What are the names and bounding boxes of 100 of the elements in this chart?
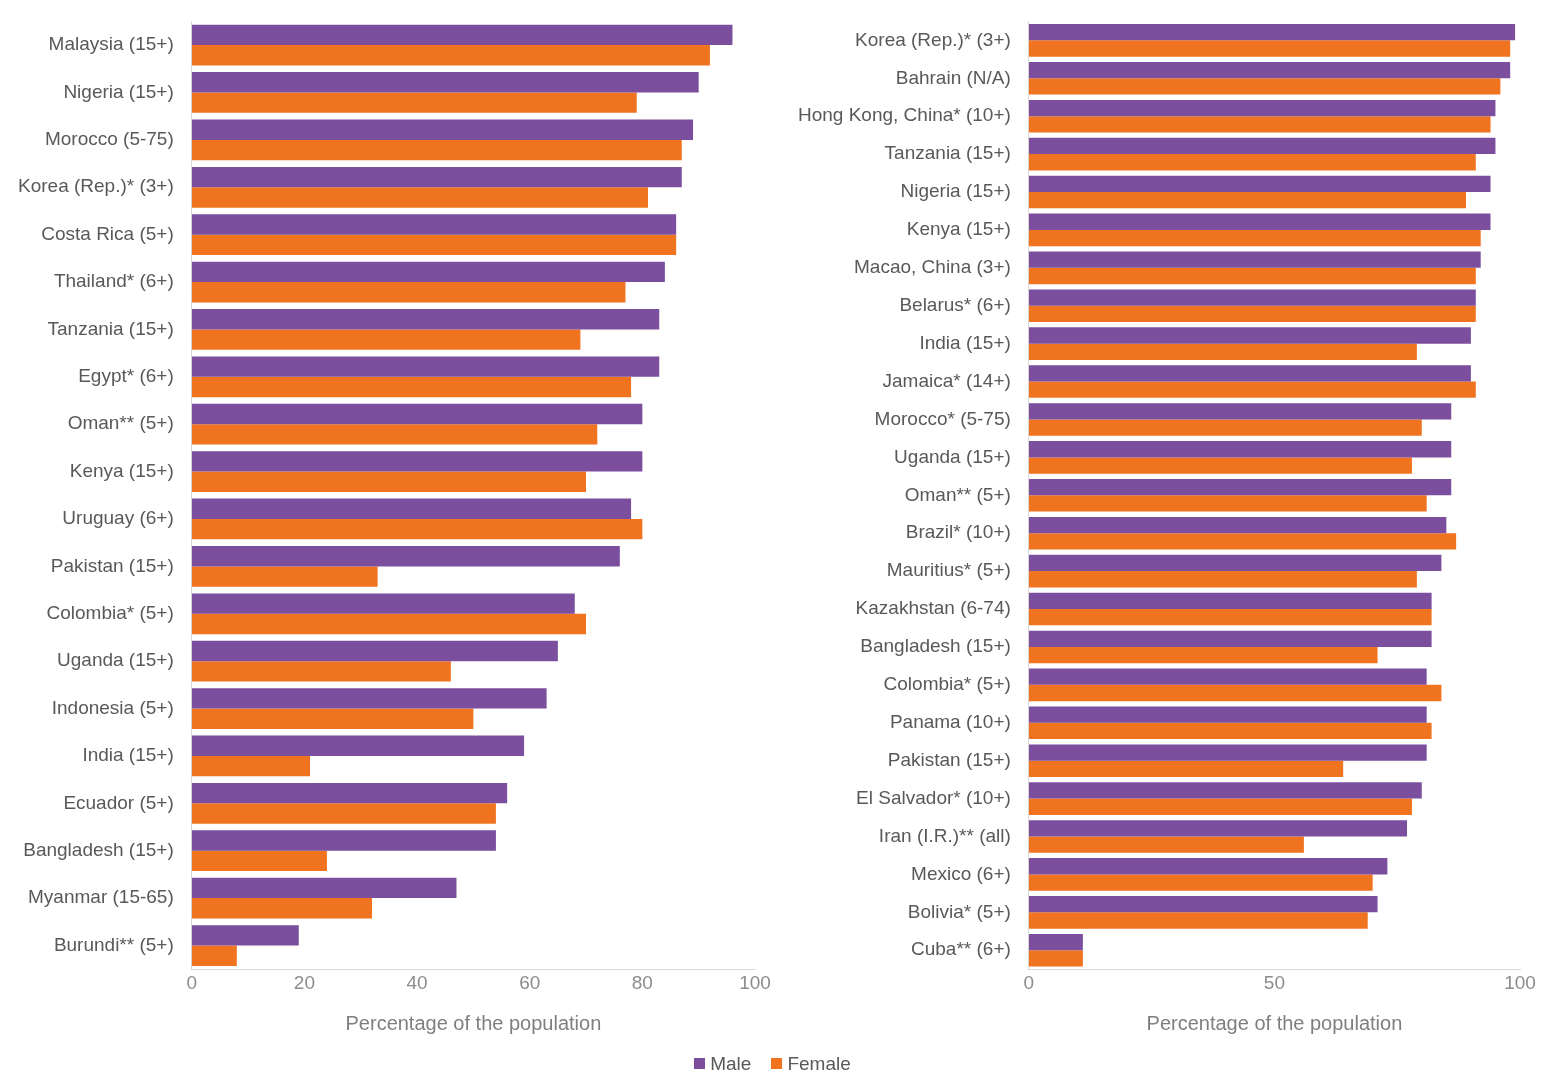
bar [1028,175,1491,192]
y-tick-label: Uganda (15+) [57,649,174,671]
x-axis-title: Percentage of the population [345,1011,602,1034]
bar [191,24,733,46]
x-axis-title: Percentage of the population [1146,1011,1403,1034]
bar [1028,684,1442,702]
y-tick-label: Belarus* (6+) [899,293,1011,315]
bar [191,329,581,350]
bar [191,830,496,851]
x-tick-label: 80 [631,971,653,993]
bar [191,708,474,729]
bar [1028,744,1427,761]
bar [191,214,677,235]
y-tick-label: Myanmar (15-65) [28,886,174,908]
bar [1028,554,1442,572]
bar [1028,419,1422,436]
y-tick-label: Thailand* (6+) [53,270,174,292]
bar [191,187,648,208]
bar [1028,40,1511,57]
bar [191,593,575,614]
y-tick-label: Costa Rica (5+) [41,222,174,244]
y-tick-label: Cuba** (6+) [911,938,1011,960]
bar [1028,798,1412,815]
y-tick-label: Macao, China (3+) [854,256,1011,278]
bar [1028,933,1083,951]
bar [1028,365,1471,382]
x-tick-label: 20 [293,971,315,993]
bar [1028,836,1304,853]
bar [191,92,637,113]
bar [191,234,677,256]
bar [191,471,587,492]
bar [1028,251,1481,268]
y-tick-label: Ecuador (5+) [63,791,174,813]
bar [1028,403,1452,420]
bar [1028,267,1476,285]
y-tick-label: Nigeria (15+) [63,80,174,102]
y-tick-label: Hong Kong, China* (10+) [797,104,1011,126]
y-tick-label: Burundi** (5+) [53,933,174,955]
bar [191,640,558,662]
bar [191,309,660,330]
bar [191,566,378,587]
y-tick-label: Kenya (15+) [906,218,1011,240]
bar [1028,874,1373,891]
bar [1028,571,1417,588]
bar [191,850,327,872]
y-tick-label: Pakistan (15+) [887,748,1011,770]
bar [1028,782,1422,799]
bar [191,119,694,140]
y-tick-label: Bangladesh (15+) [860,635,1011,657]
bar [191,356,660,377]
y-tick-label: Panama (10+) [889,711,1011,733]
bar [1028,760,1344,777]
bar [1028,533,1457,550]
bar [1028,858,1388,875]
bar [191,877,457,899]
bar [1028,820,1408,837]
bar [1028,646,1378,664]
bar [1028,154,1476,171]
bar [1028,495,1427,512]
y-tick-label: Kazakhstan (6-74) [855,597,1011,619]
y-tick-label: Tanzania (15+) [884,142,1011,164]
y-tick-label: Uganda (15+) [894,445,1011,467]
bar [1028,343,1417,360]
bar [191,782,508,804]
bar [1028,609,1432,626]
bar [1028,722,1432,740]
bar [1028,441,1452,458]
y-tick-label: El Salvador* (10+) [856,786,1011,808]
bar [191,72,699,93]
bar [191,282,626,303]
bar [191,424,598,445]
y-tick-label: Morocco* (5-75) [874,407,1011,429]
y-tick-label: Egypt* (6+) [78,365,174,387]
y-tick-label: Bahrain (N/A) [895,66,1011,88]
y-tick-label: India (15+) [82,744,174,766]
y-tick-label: Jamaica* (14+) [882,369,1011,391]
y-tick-label: Bangladesh (15+) [23,838,174,860]
y-tick-label: Korea (Rep.)* (3+) [855,28,1011,50]
bar [191,451,643,472]
bar [1028,630,1432,647]
bar [1028,479,1452,496]
bar [191,166,682,188]
y-tick-label: Mexico (6+) [911,862,1011,884]
y-tick-label: Nigeria (15+) [900,180,1011,202]
bar [191,519,643,540]
legend-label: Male [709,1052,752,1075]
y-tick-label: Brazil* (10+) [905,521,1011,543]
bar [191,688,547,709]
bar [1028,327,1471,344]
y-tick-label: Mauritius* (5+) [886,559,1011,581]
bar [1028,706,1427,723]
y-tick-label: Tanzania (15+) [47,317,174,339]
bar [1028,912,1368,929]
y-tick-label: Colombia* (5+) [883,673,1011,695]
bar [1028,950,1083,967]
bar [1028,229,1481,247]
bar [191,403,643,425]
x-tick-label: 100 [739,971,771,993]
bar [1028,192,1466,209]
y-tick-label: Korea (Rep.)* (3+) [17,175,174,197]
